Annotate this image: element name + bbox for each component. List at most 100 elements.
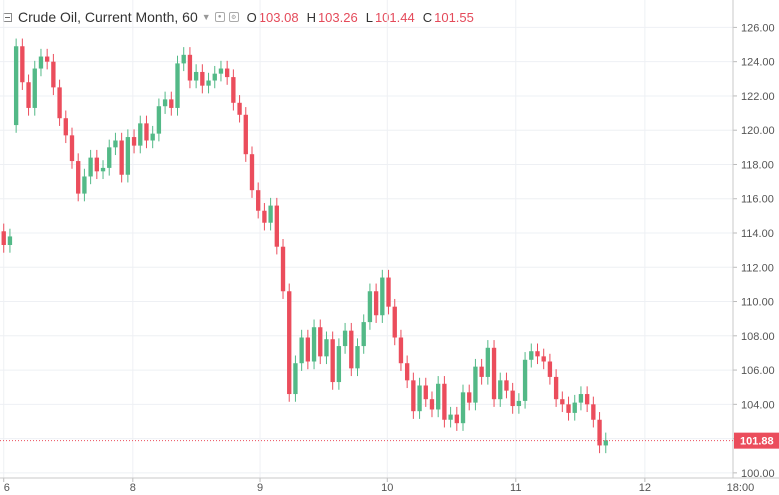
y-tick-label: 120.00 (741, 125, 775, 137)
candle-down (280, 246, 286, 292)
candle-up (212, 73, 217, 81)
last-price-label: 101.88 (740, 436, 774, 448)
candle-down (224, 68, 230, 78)
candle-up (293, 363, 298, 395)
candle-up (218, 68, 224, 74)
candle-down (404, 363, 410, 381)
candle-up (82, 176, 87, 194)
open-value: 103.08 (258, 9, 299, 25)
candle-up (181, 54, 186, 64)
candle-down (560, 399, 565, 405)
high-value: 103.26 (317, 9, 358, 25)
candle-down (63, 118, 68, 136)
candle-up (460, 392, 466, 424)
candle-down (547, 361, 553, 377)
y-tick-label: 122.00 (741, 91, 775, 103)
candle-down (274, 205, 279, 247)
price-axis: 100.00102.00104.00106.00108.00110.00112.… (732, 0, 775, 480)
candle-down (287, 291, 292, 395)
last-price-badge (734, 432, 779, 449)
y-tick-label: 110.00 (741, 297, 774, 309)
candle-up (162, 99, 168, 107)
y-tick-label: 112.00 (741, 262, 774, 274)
open-label: O (246, 9, 257, 25)
symbol-title[interactable]: Crude Oil, Current Month, 60 (18, 9, 198, 25)
x-tick-label: 9 (257, 482, 263, 494)
candle-down (491, 347, 497, 400)
chart-legend: Crude Oil, Current Month, 60 ▼ ● ⚙ O 103… (0, 7, 474, 27)
candle-up (138, 123, 143, 146)
candle-up (150, 133, 155, 141)
candlestick-series (1, 38, 608, 454)
y-tick-label: 106.00 (741, 365, 775, 377)
candle-up (156, 106, 162, 134)
candle-up (417, 385, 422, 412)
candle-down (467, 392, 472, 403)
candle-down (256, 190, 261, 211)
y-tick-label: 104.00 (741, 399, 775, 411)
candle-up (299, 337, 304, 364)
candle-up (448, 414, 453, 420)
candle-down (262, 210, 267, 223)
candle-down (535, 351, 540, 357)
candle-down (131, 137, 137, 146)
candle-up (107, 147, 112, 168)
y-tick-label: 126.00 (741, 22, 775, 34)
high-label: H (306, 9, 316, 25)
candle-up (498, 380, 503, 400)
candle-down (119, 140, 124, 175)
candle-down (20, 46, 25, 83)
candle-up (206, 80, 211, 86)
eye-icon[interactable]: ● (214, 12, 225, 22)
candle-down (26, 82, 31, 108)
y-tick-label: 108.00 (741, 331, 775, 343)
candle-down (423, 385, 428, 400)
chevron-down-icon[interactable]: ▼ (201, 12, 211, 22)
candle-down (1, 231, 6, 245)
x-tick-label: 6 (4, 482, 10, 494)
candle-up (100, 167, 106, 172)
candle-down (584, 394, 590, 405)
candle-down (94, 157, 99, 172)
candle-down (318, 327, 323, 357)
candle-up (603, 440, 608, 446)
candle-up (175, 63, 180, 108)
candle-up (38, 56, 44, 69)
candle-down (69, 135, 75, 162)
x-tick-label: 10 (381, 482, 393, 494)
candle-up (13, 46, 19, 126)
candle-down (442, 383, 447, 420)
time-axis: 6 8 9 10 11 12 18:00 (0, 477, 779, 494)
candle-up (32, 68, 37, 108)
y-tick-label: 118.00 (741, 159, 774, 171)
candle-up (113, 140, 118, 148)
candle-up (336, 346, 342, 383)
y-tick-label: 116.00 (741, 194, 774, 206)
candle-down (144, 123, 149, 141)
candle-down (398, 337, 404, 364)
candle-down (411, 380, 416, 412)
candle-up (88, 157, 93, 177)
x-tick-label: 11 (510, 482, 521, 494)
low-value: 101.44 (374, 9, 415, 25)
settings-icon[interactable]: ⚙ (228, 12, 239, 22)
candle-up (125, 137, 131, 175)
candle-down (44, 56, 50, 62)
candle-down (330, 339, 335, 383)
x-tick-label: 18:00 (727, 482, 755, 494)
candle-down (386, 277, 391, 307)
candle-down (169, 99, 174, 108)
candle-up (367, 291, 373, 323)
candle-down (249, 154, 255, 191)
candle-up (324, 339, 329, 357)
y-tick-label: 124.00 (741, 57, 775, 69)
candle-up (268, 205, 273, 223)
candle-down (553, 376, 559, 400)
candle-down (200, 71, 205, 86)
y-tick-label: 100.00 (741, 468, 775, 480)
candle-down (373, 291, 379, 316)
chart-grid (0, 0, 733, 478)
candle-up (193, 71, 199, 81)
candle-down (243, 114, 248, 155)
